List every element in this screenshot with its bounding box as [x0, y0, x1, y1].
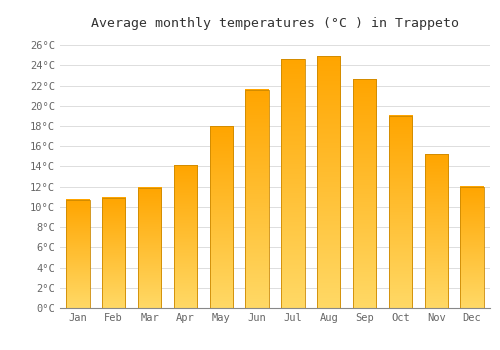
Bar	[282, 59, 304, 308]
Bar	[174, 166, 197, 308]
Bar	[424, 154, 448, 308]
Bar	[66, 200, 90, 308]
Bar	[353, 79, 376, 308]
Bar	[138, 188, 161, 308]
Title: Average monthly temperatures (°C ) in Trappeto: Average monthly temperatures (°C ) in Tr…	[91, 17, 459, 30]
Bar	[246, 90, 268, 308]
Bar	[389, 116, 412, 308]
Bar	[317, 56, 340, 308]
Bar	[210, 126, 233, 308]
Bar	[460, 187, 483, 308]
Bar	[102, 198, 126, 308]
